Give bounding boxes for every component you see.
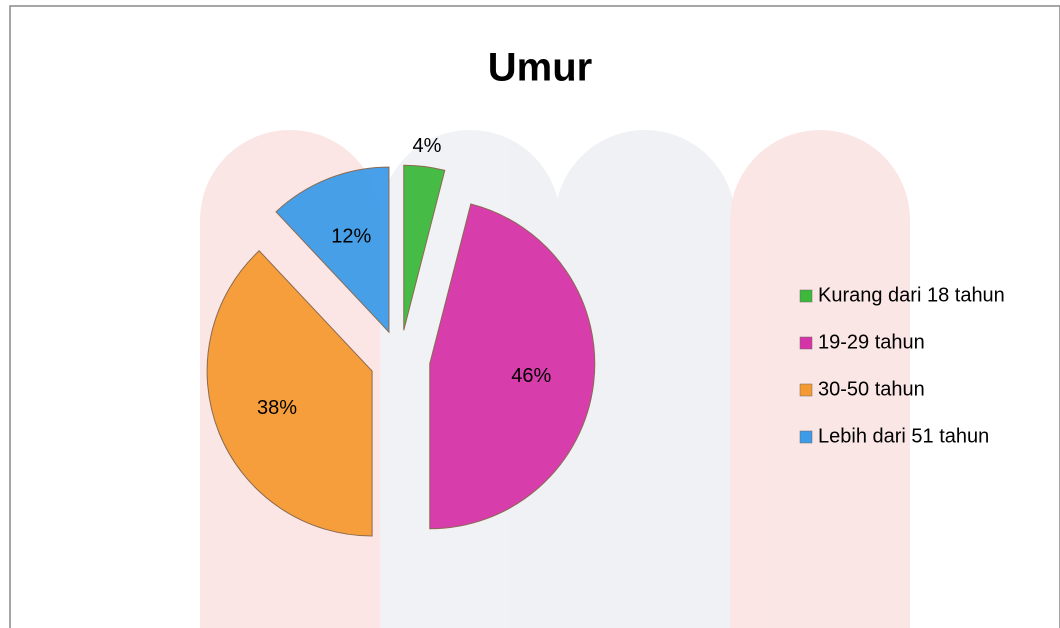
legend-label: 19-29 tahun	[818, 331, 925, 353]
legend-marker	[799, 336, 813, 350]
legend-marker	[799, 289, 813, 303]
legend-marker	[799, 430, 813, 444]
legend-marker	[799, 383, 813, 397]
pie-slice	[206, 250, 373, 537]
legend-label: Lebih dari 51 tahun	[818, 425, 989, 447]
chart-frame	[9, 5, 1060, 628]
legend-label: 30-50 tahun	[818, 378, 925, 400]
data-label: 46%	[511, 365, 551, 387]
data-label: 12%	[331, 225, 371, 247]
legend-label: Kurang dari 18 tahun	[818, 284, 1005, 306]
data-label: 38%	[257, 397, 297, 419]
data-label: 4%	[412, 135, 441, 157]
pie-slice	[429, 203, 596, 530]
pie-slice	[275, 166, 390, 334]
pie-slice	[403, 164, 446, 331]
chart-title: Umur	[488, 46, 592, 90]
